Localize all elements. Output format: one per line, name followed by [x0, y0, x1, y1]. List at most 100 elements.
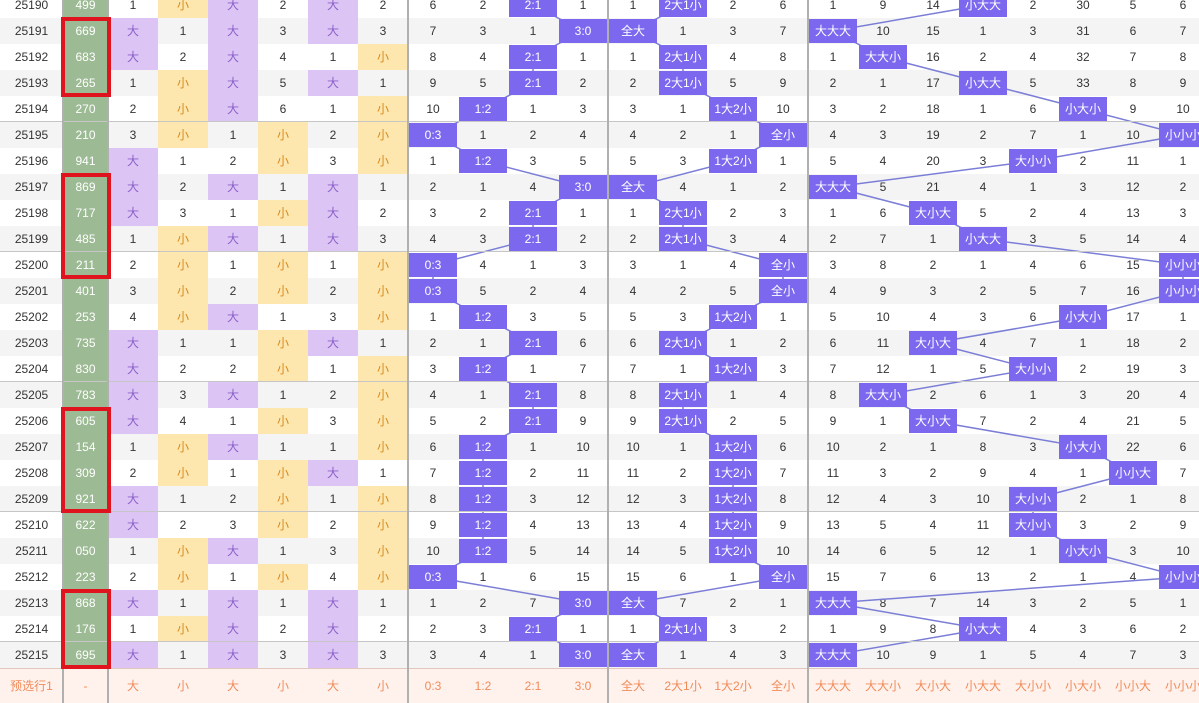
draw-number: 605	[63, 408, 108, 434]
shape-ssb-miss: 7	[1129, 648, 1137, 662]
preselect-cell[interactable]: 0:3	[408, 668, 458, 703]
zone-2-cell: 1	[229, 128, 237, 142]
preselect-cell[interactable]: 小	[258, 668, 308, 703]
pattern-2big-1small-miss: 3	[679, 154, 687, 168]
shape-sbb-ball: 小大大	[959, 227, 1007, 251]
shape-bsb-miss: 3	[929, 492, 937, 506]
shape-sss-ball: 小小小	[1159, 565, 1199, 589]
zone-4-cell: 2	[329, 284, 337, 298]
preselect-cell[interactable]: 大	[108, 668, 158, 703]
zone-1-cell: 小	[158, 538, 208, 564]
ratio-2-1-miss: 1	[529, 440, 537, 454]
group-separator	[0, 121, 1199, 122]
zone-4-cell: 大	[308, 200, 358, 226]
preselect-cell[interactable]: 全大	[608, 668, 658, 703]
trend-segment	[832, 576, 1184, 604]
zone-5-cell: 小	[358, 356, 408, 382]
zone-3-cell: 2	[279, 622, 287, 636]
preselect-cell[interactable]: 小大小	[1058, 668, 1108, 703]
preselect-cell[interactable]: 大小大	[908, 668, 958, 703]
zone-5-cell: 小	[358, 148, 408, 174]
preselect-cell[interactable]: 全小	[758, 668, 808, 703]
shape-bbb-miss: 9	[829, 414, 837, 428]
draw-number: 050	[63, 538, 108, 564]
preselect-cell[interactable]: 2大1小	[658, 668, 708, 703]
preselect-cell[interactable]: 大小小	[1008, 668, 1058, 703]
shape-bss-miss: 2	[1029, 0, 1037, 12]
preselect-cell[interactable]: 小小大	[1108, 668, 1158, 703]
zone-0-cell: 大	[108, 44, 158, 70]
pattern-all-small-miss: 9	[779, 76, 787, 90]
ratio-2-1-miss: 1	[529, 362, 537, 376]
preselect-cell[interactable]: 小小小	[1158, 668, 1199, 703]
shape-sbs-miss: 7	[1079, 284, 1087, 298]
shape-sss-miss: 9	[1179, 76, 1187, 90]
pattern-1big-2small-ball: 1大2小	[709, 487, 757, 511]
ratio-1-2-miss: 1	[479, 180, 487, 194]
preselect-cell[interactable]: 2:1	[508, 668, 558, 703]
shape-sbb-miss: 1	[979, 648, 987, 662]
ratio-1-2-ball: 1:2	[459, 435, 507, 459]
shape-bss-ball: 大小小	[1009, 487, 1057, 511]
pattern-2big-1small-miss: 5	[679, 544, 687, 558]
table-row	[0, 0, 1199, 18]
preselect-cell[interactable]: 大大大	[808, 668, 858, 703]
shape-ssb-miss: 13	[1126, 206, 1140, 220]
shape-sss-miss: 9	[1179, 518, 1187, 532]
preselect-cell[interactable]: 小	[358, 668, 408, 703]
preselect-cell[interactable]: 小大大	[958, 668, 1008, 703]
draw-number: 869	[63, 174, 108, 200]
shape-bbb-ball: 大大大	[809, 643, 857, 667]
zone-2-cell: 大	[208, 18, 258, 44]
shape-sbb-ball: 小大大	[959, 617, 1007, 641]
ratio-3-0-miss: 7	[579, 362, 587, 376]
preselect-cell[interactable]: 预选行1	[0, 668, 63, 703]
table-row	[0, 512, 1199, 538]
preselect-cell[interactable]: 大大小	[858, 668, 908, 703]
preselect-cell[interactable]: 1:2	[458, 668, 508, 703]
table-row	[0, 408, 1199, 434]
zone-3-cell: 小	[258, 512, 308, 538]
shape-sss-ball: 小小小	[1159, 123, 1199, 147]
shape-bsb-miss: 5	[929, 544, 937, 558]
zone-5-cell: 1	[379, 180, 387, 194]
preselect-cell[interactable]: 1大2小	[708, 668, 758, 703]
pattern-all-big-miss: 7	[629, 362, 637, 376]
shape-sbb-ball: 小大大	[959, 71, 1007, 95]
table-row	[0, 44, 1199, 70]
shape-bsb-ball: 大小大	[909, 201, 957, 225]
pattern-all-big-miss: 1	[629, 206, 637, 220]
preselect-cell[interactable]: 大	[208, 668, 258, 703]
shape-bsb-miss: 9	[929, 648, 937, 662]
zone-0-cell: 大	[108, 486, 158, 512]
preselect-cell[interactable]: 大	[308, 668, 358, 703]
shape-bbb-miss: 6	[829, 336, 837, 350]
zone-0-cell: 1	[129, 232, 137, 246]
ratio-0-3-miss: 10	[426, 544, 440, 558]
ratio-1-2-miss: 3	[479, 232, 487, 246]
draw-number: 735	[63, 330, 108, 356]
shape-bbb-miss: 1	[829, 622, 837, 636]
pattern-1big-2small-miss: 2	[729, 0, 737, 12]
ratio-3-0-miss: 13	[576, 518, 590, 532]
pattern-1big-2small-ball: 1大2小	[709, 357, 757, 381]
ratio-0-3-miss: 3	[429, 362, 437, 376]
preselect-cell[interactable]: 小	[158, 668, 208, 703]
zone-2-cell: 1	[229, 570, 237, 584]
shape-bbb-miss: 5	[829, 310, 837, 324]
group-separator	[0, 641, 1199, 642]
shape-bsb-miss: 4	[929, 310, 937, 324]
ratio-3-0-miss: 15	[576, 570, 590, 584]
pattern-1big-2small-miss: 1	[729, 570, 737, 584]
pattern-all-big-miss: 10	[626, 440, 640, 454]
ratio-0-3-miss: 8	[429, 492, 437, 506]
preselect-cell[interactable]: 3:0	[558, 668, 608, 703]
zone-1-cell: 小	[158, 252, 208, 278]
zone-0-cell: 2	[129, 102, 137, 116]
zone-1-cell: 小	[158, 564, 208, 590]
zone-1-cell: 2	[179, 180, 187, 194]
pattern-1big-2small-ball: 1大2小	[709, 97, 757, 121]
pattern-all-big-miss: 15	[626, 570, 640, 584]
preselect-cell[interactable]: -	[63, 668, 108, 703]
issue-number: 25191	[14, 24, 49, 38]
